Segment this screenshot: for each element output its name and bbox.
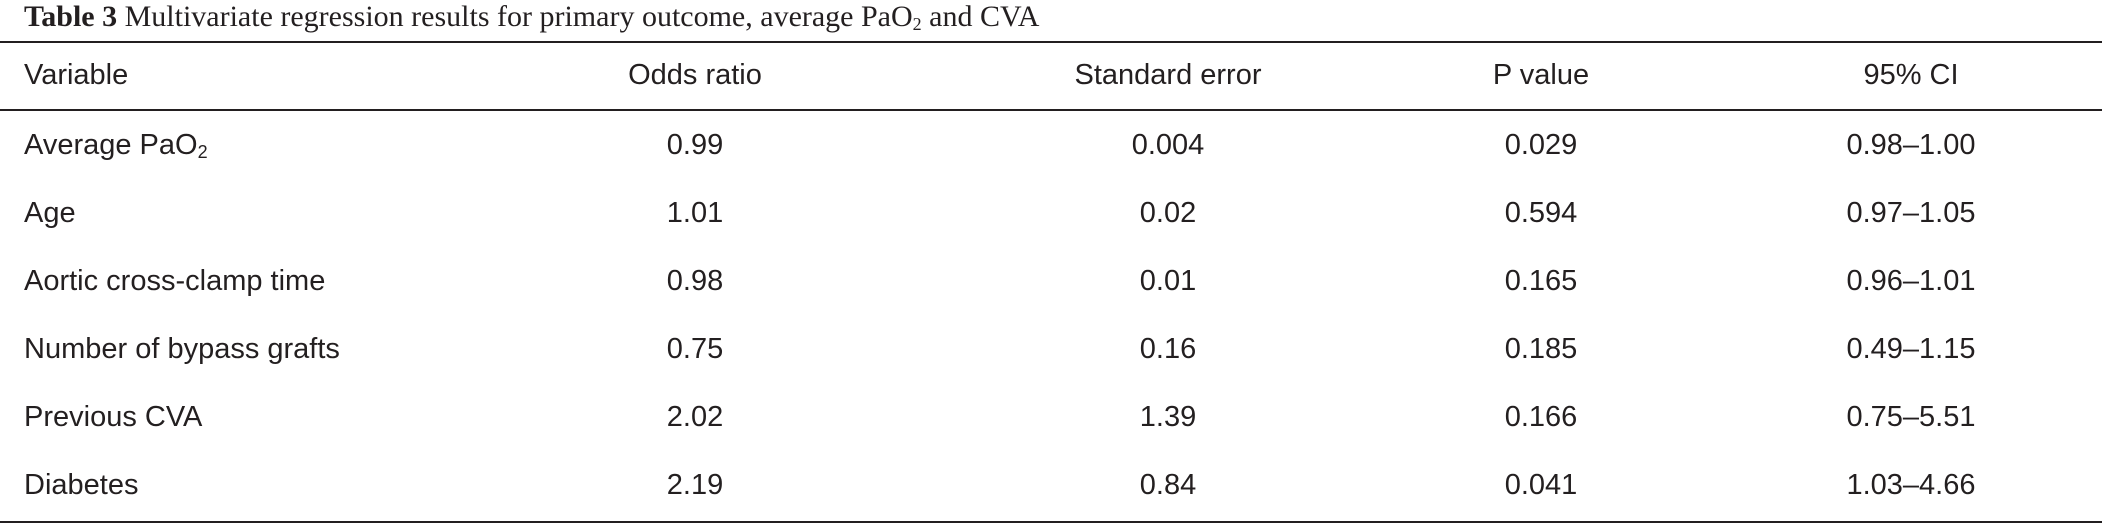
cell-odds-ratio: 2.19 [666,469,724,501]
cell-odds-ratio: 1.01 [666,197,724,229]
cell-ci: 0.97–1.05 [1846,197,1976,229]
header-95-ci: 95% CI [1863,59,1959,91]
cell-p-value: 0.166 [1504,401,1578,433]
cell-ci: 0.98–1.00 [1846,129,1976,161]
cell-variable: Aortic cross-clamp time [24,265,326,297]
cell-odds-ratio: 0.75 [666,333,724,365]
cell-ci: 0.96–1.01 [1846,265,1976,297]
table-bottom-rule [0,521,2102,523]
cell-odds-ratio: 0.98 [666,265,724,297]
cell-standard-error: 0.02 [1139,197,1197,229]
cell-variable: Previous CVA [24,401,203,433]
cell-odds-ratio: 0.99 [666,129,724,161]
cell-standard-error: 0.84 [1139,469,1197,501]
header-variable: Variable [24,59,129,91]
table-top-rule [0,41,2102,43]
header-p-value: P value [1492,59,1590,91]
cell-variable-text: Average PaO [24,129,198,161]
table-caption: Table 3 Multivariate regression results … [24,0,1039,34]
table-header-row: Variable Odds ratio Standard error P val… [0,41,2102,109]
cell-standard-error: 0.01 [1139,265,1197,297]
cell-standard-error: 1.39 [1139,401,1197,433]
table-row: Average PaO2 0.99 0.004 0.029 0.98–1.00 [0,111,2102,179]
cell-ci: 1.03–4.66 [1846,469,1976,501]
caption-text-suffix: and CVA [921,0,1040,33]
table-row: Age 1.01 0.02 0.594 0.97–1.05 [0,179,2102,247]
cell-ci: 0.49–1.15 [1846,333,1976,365]
cell-p-value: 0.029 [1504,129,1578,161]
table-row: Number of bypass grafts 0.75 0.16 0.185 … [0,315,2102,383]
cell-standard-error: 0.004 [1131,129,1205,161]
cell-variable: Number of bypass grafts [24,333,340,365]
table-label: Table 3 [24,0,118,33]
table-row: Aortic cross-clamp time 0.98 0.01 0.165 … [0,247,2102,315]
cell-variable: Diabetes [24,469,139,501]
header-standard-error: Standard error [1074,59,1262,91]
cell-variable: Age [24,197,76,229]
caption-text-prefix: Multivariate regression results for prim… [124,0,913,33]
cell-variable-subscript: 2 [197,142,208,162]
caption-subscript: 2 [912,14,922,34]
header-odds-ratio: Odds ratio [628,59,762,91]
cell-p-value: 0.041 [1504,469,1578,501]
cell-p-value: 0.165 [1504,265,1578,297]
cell-p-value: 0.185 [1504,333,1578,365]
table-header-rule [0,109,2102,111]
cell-variable: Average PaO2 [24,111,208,179]
table-row: Previous CVA 2.02 1.39 0.166 0.75–5.51 [0,383,2102,451]
cell-standard-error: 0.16 [1139,333,1197,365]
cell-p-value: 0.594 [1504,197,1578,229]
cell-odds-ratio: 2.02 [666,401,724,433]
table-row: Diabetes 2.19 0.84 0.041 1.03–4.66 [0,451,2102,519]
caption-text: Multivariate regression results for prim… [125,0,1040,33]
cell-ci: 0.75–5.51 [1846,401,1976,433]
